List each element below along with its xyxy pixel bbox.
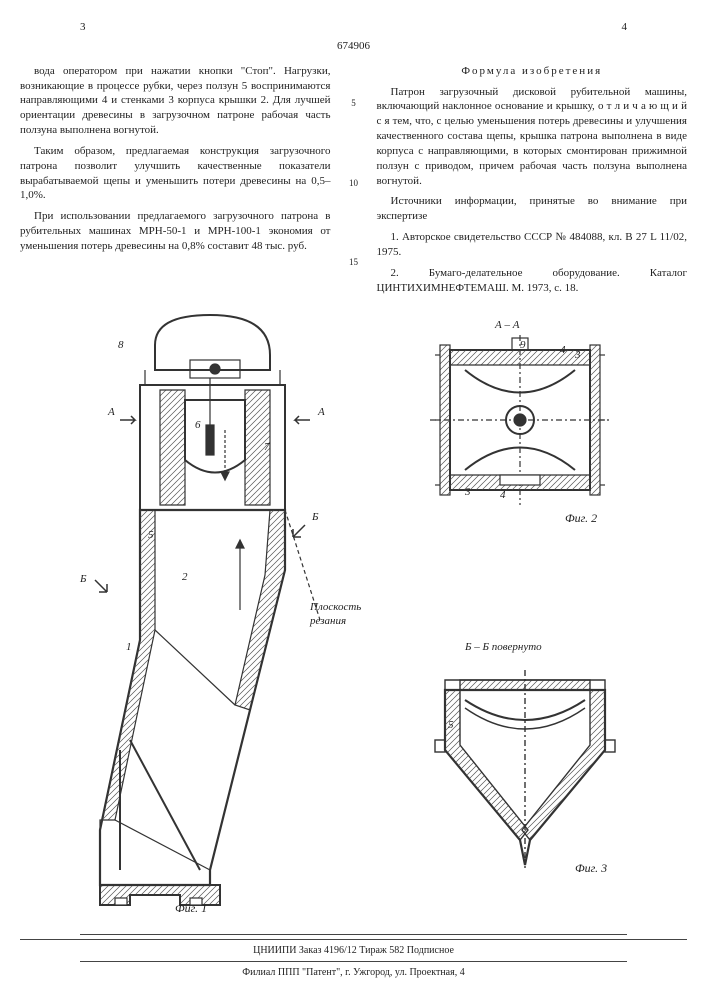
page-num-right: 4	[622, 20, 628, 35]
divider	[80, 934, 627, 935]
patent-number: 674906	[20, 39, 687, 54]
callout-3: 3	[465, 485, 471, 500]
page-num-left: 3	[80, 20, 86, 35]
section-BB-title: Б – Б повернуто	[465, 640, 542, 655]
plane-label: Плоскость резания	[310, 600, 361, 630]
callout-5: 5	[148, 528, 154, 543]
callout-9: 9	[520, 338, 526, 353]
section-A-right: А	[318, 405, 325, 420]
callout-8: 8	[118, 338, 124, 353]
callout-7: 7	[264, 440, 270, 455]
callout-5b: 5	[448, 718, 454, 733]
fig3-label: Фиг. 3	[575, 860, 607, 876]
right-column: Формула изобретения Патрон загрузочный д…	[377, 64, 688, 302]
fig1-label: Фиг. 1	[175, 900, 207, 916]
callout-4: 4	[500, 488, 506, 503]
section-B-left: Б	[80, 572, 87, 587]
text-columns: вода оператором при нажатии кнопки "Стоп…	[20, 64, 687, 302]
para: вода оператором при нажатии кнопки "Стоп…	[20, 64, 331, 138]
left-column: вода оператором при нажатии кнопки "Стоп…	[20, 64, 331, 302]
fig2-svg	[420, 330, 620, 510]
para: Источники информации, принятые во вниман…	[377, 194, 688, 224]
para: Таким образом, предлагаемая конструкция …	[20, 144, 331, 203]
footer-line1: ЦНИИПИ Заказ 4196/12 Тираж 582 Подписное	[20, 939, 687, 958]
fig3-svg	[420, 660, 630, 870]
callout-1: 1	[126, 640, 132, 655]
callout-6: 6	[195, 418, 201, 433]
callout-3b: 3	[575, 348, 581, 363]
callout-4b: 4	[560, 343, 566, 358]
formula-title: Формула изобретения	[377, 64, 688, 79]
para: При использовании предлагаемого загрузоч…	[20, 209, 331, 254]
line-num: 15	[347, 256, 361, 268]
figures-area: 8 6 7 5 2 1 А А Б Б Плоскость резания Фи…	[20, 310, 687, 930]
para: 1. Авторское свидетельство СССР № 484088…	[377, 230, 688, 260]
line-numbers: 5 10 15	[347, 64, 361, 302]
line-num: 10	[347, 177, 361, 189]
para: Патрон загрузочный дисковой рубительной …	[377, 85, 688, 189]
callout-2: 2	[182, 570, 188, 585]
line-num: 5	[347, 97, 361, 109]
section-A-left: А	[108, 405, 115, 420]
para: 2. Бумаго-делательное оборудование. Ката…	[377, 266, 688, 296]
section-B-right: Б	[312, 510, 319, 525]
footer-line2: Филиал ППП "Патент", г. Ужгород, ул. Про…	[20, 966, 687, 980]
divider	[80, 961, 627, 962]
fig2-label: Фиг. 2	[565, 510, 597, 526]
